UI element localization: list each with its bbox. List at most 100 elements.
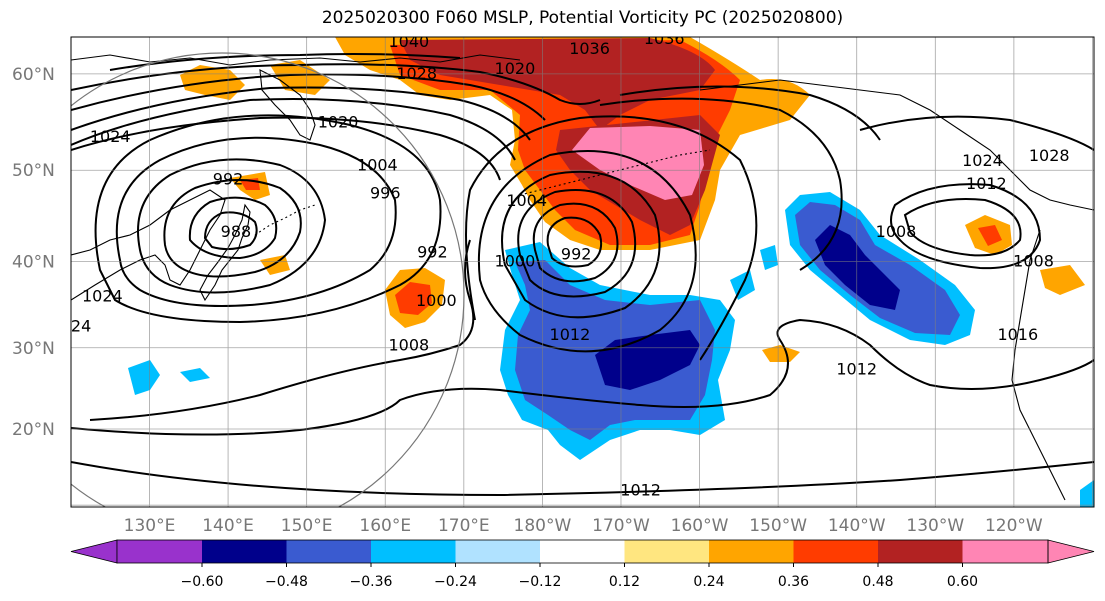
- isobar-1024: [71, 98, 516, 161]
- lon-label: 160°W: [671, 516, 729, 536]
- colorbar-segment: [962, 540, 1048, 563]
- isobar-label: 1016: [982, 19, 1023, 38]
- lon-label: 150°E: [281, 516, 333, 536]
- longitude-labels: 130°E 140°E 150°E 160°E 170°E 180°W 170°W 160°W…: [124, 516, 1043, 536]
- colorbar: [70, 539, 1095, 564]
- pv-patch-central-red: [395, 282, 432, 315]
- isobar-labels: 1040 1040 1036 1036 1020 1028 1024 1020 1004 996 9…: [51, 1, 1070, 499]
- isobar-label: 1004: [506, 191, 547, 210]
- pv-patch-siberia-2: [270, 60, 330, 95]
- isobar-label: 1000: [495, 252, 536, 271]
- lon-label: 170°E: [438, 516, 490, 536]
- colorbar-tick-label: −0.36: [350, 574, 393, 590]
- coastline-siberia: [71, 54, 521, 66]
- lon-label: 150°W: [749, 516, 807, 536]
- figure-title: 2025020300 F060 MSLP, Potential Vorticit…: [321, 8, 844, 28]
- coastline-kurils: [254, 204, 316, 236]
- colorbar-extend-right: [1047, 539, 1095, 564]
- isobar-label: 1020: [318, 113, 359, 132]
- isobar-1004-east: [903, 198, 1022, 257]
- isobar-label: 1024: [801, 21, 842, 40]
- isobar-low-west-1004: [115, 136, 397, 307]
- colorbar-tick-label: 0.48: [862, 574, 893, 590]
- colorbar-segment: [117, 540, 202, 563]
- isobar-1012-south: [71, 461, 1094, 497]
- isobar-label: 1016: [997, 325, 1038, 344]
- isobar-low-west-996: [163, 179, 302, 278]
- pv-area-pink: [572, 126, 704, 200]
- coastline-korea-china: [71, 189, 226, 301]
- isobar-label: 1012: [836, 359, 877, 378]
- graticule: [71, 37, 1094, 507]
- isobar-low-central-1008: [477, 150, 697, 353]
- pv-negative-shading: [128, 192, 1094, 507]
- colorbar-tick-label: 0.36: [778, 574, 809, 590]
- pv-area-darkred: [400, 38, 715, 130]
- isobar-label: 1008: [388, 335, 429, 354]
- isobar-label: 1028: [1029, 146, 1070, 165]
- isobar-low-west-988: [203, 211, 258, 251]
- projection-circle: [71, 52, 465, 507]
- lat-label: 40°N: [12, 253, 55, 273]
- pv-patch-bc: [1040, 265, 1085, 295]
- lon-label: 120°W: [985, 516, 1043, 536]
- isobar-1020: [71, 116, 501, 181]
- map-plot-area: 1040 1040 1036 1036 1020 1028 1024 1020 1004 996 9…: [51, 1, 1094, 507]
- isobar-label: 992: [213, 170, 244, 189]
- pv-neg-patch-se: [1080, 480, 1094, 507]
- isobar-1036: [71, 63, 601, 105]
- isobar-central-1016: [599, 97, 843, 271]
- colorbar-tick-label: −0.60: [181, 574, 224, 590]
- pv-patch-pnw-red: [978, 225, 1002, 246]
- pv-neg-patch-west: [128, 360, 160, 395]
- isobar-central-1020: [619, 85, 881, 141]
- colorbar-segment: [286, 540, 371, 563]
- isobar-central-1012: [465, 115, 758, 361]
- pv-neg-east-dark: [815, 225, 900, 310]
- isobar-1012-subtropic: [71, 318, 1094, 436]
- colorbar-tick-label: −0.12: [519, 574, 562, 590]
- lon-label: 130°E: [124, 516, 176, 536]
- isobar-1008: [89, 239, 475, 421]
- lon-label: 140°E: [202, 516, 254, 536]
- pv-neg-patch-west-2: [180, 368, 210, 382]
- isobars: [71, 53, 1094, 497]
- isobar-label: 1008: [1025, 1, 1066, 20]
- isobar-label: 1012: [966, 174, 1007, 193]
- isobar-1028: [71, 86, 531, 141]
- lat-label: 20°N: [12, 420, 55, 440]
- isobar-1008-east: [890, 183, 1042, 270]
- isobar-label: 1024: [962, 151, 1003, 170]
- colorbar-segment: [371, 540, 456, 563]
- pv-patch-sea-of-japan: [260, 255, 290, 275]
- isobar-label: 1024: [90, 127, 131, 146]
- colorbar-segment: [202, 540, 287, 563]
- colorbar-outline: [116, 539, 1049, 564]
- coastline-japan: [199, 203, 251, 302]
- lat-label: 50°N: [12, 161, 55, 181]
- colorbar-tick-label: −0.24: [434, 574, 477, 590]
- lon-label: 170°W: [592, 516, 650, 536]
- lon-label: 130°W: [906, 516, 964, 536]
- isobar-label: 1024: [51, 317, 92, 336]
- colorbar-segment: [540, 540, 625, 563]
- colorbar-segment: [793, 540, 878, 563]
- colorbar-segment: [878, 540, 963, 563]
- isobar-label: 992: [417, 243, 448, 262]
- coastline-alaska: [699, 79, 1094, 211]
- isobar-label: 1008: [876, 222, 917, 241]
- colorbar-tick-label: 0.24: [693, 574, 724, 590]
- isobar-label: 1004: [357, 156, 398, 175]
- isobar-low-central-1000: [517, 189, 637, 298]
- colorbar-tick-label: 0.60: [947, 574, 978, 590]
- isobar-low-central-992: [546, 216, 603, 268]
- isobar-label: 1012: [620, 480, 661, 499]
- lon-label: 160°E: [359, 516, 411, 536]
- colorbar-segment: [455, 540, 540, 563]
- latitude-labels: 60°N 50°N 40°N 30°N 20°N: [12, 65, 55, 440]
- lon-label: 180°W: [514, 516, 572, 536]
- isobar-low-west-992: [188, 196, 278, 260]
- lon-label: 140°W: [828, 516, 886, 536]
